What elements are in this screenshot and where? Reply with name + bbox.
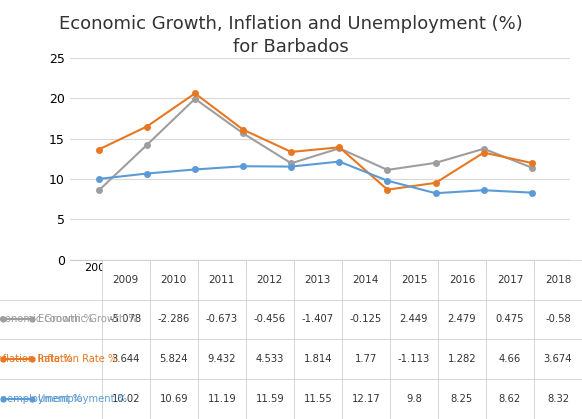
Text: Economic Growth %: Economic Growth % bbox=[38, 315, 137, 324]
Text: Unemployment %: Unemployment % bbox=[38, 394, 127, 404]
Text: Economic Growth, Inflation and Unemployment (%)
for Barbados: Economic Growth, Inflation and Unemploym… bbox=[59, 15, 523, 56]
Text: Inflation Rate %: Inflation Rate % bbox=[38, 354, 117, 364]
